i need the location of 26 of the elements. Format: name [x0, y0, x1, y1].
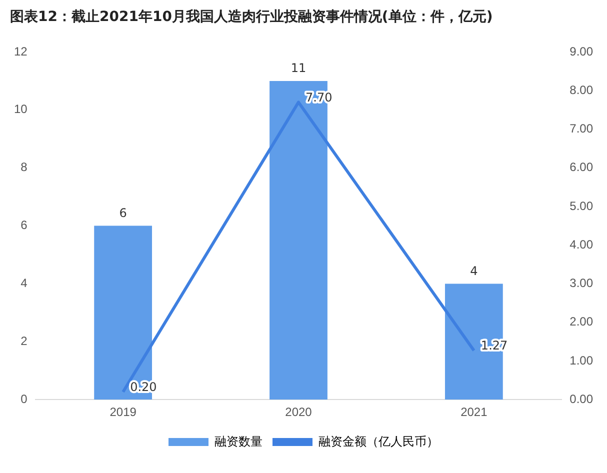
y2-tick-label: 4.00 — [570, 237, 594, 252]
y2-tick-label: 0.00 — [570, 392, 594, 406]
data-label: 11 — [290, 61, 306, 76]
y2-tick-label: 3.00 — [570, 276, 594, 290]
y-tick-label: 4 — [20, 276, 28, 290]
y2-tick-label: 9.00 — [570, 44, 594, 58]
y-tick-label: 10 — [14, 102, 28, 116]
y2-tick-label: 1.00 — [570, 353, 594, 368]
chart-title: 图表12：截止2021年10月我国人造肉行业投融资事件情况(单位：件，亿元) — [9, 8, 494, 27]
data-label: 6 — [119, 206, 127, 220]
x-tick-label: 2020 — [285, 405, 312, 420]
y-tick-label: 0 — [20, 392, 28, 406]
legend-label: 融资数量 — [214, 434, 262, 448]
data-label: 4 — [470, 264, 478, 278]
y2-tick-label: 8.00 — [570, 82, 594, 97]
y-tick-label: 12 — [14, 44, 28, 58]
y2-tick-label: 5.00 — [570, 198, 594, 213]
y2-tick-label: 2.00 — [570, 314, 594, 329]
y2-tick-label: 7.00 — [570, 122, 594, 136]
y-tick-label: 2 — [20, 334, 28, 348]
x-tick-label: 2019 — [110, 405, 137, 420]
y-tick-label: 6 — [20, 218, 28, 232]
x-tick-label: 2021 — [460, 405, 488, 420]
y2-tick-label: 6.00 — [570, 160, 594, 174]
y-tick-label: 8 — [20, 160, 28, 174]
legend-label: 融资金额（亿人民币） — [318, 434, 438, 448]
